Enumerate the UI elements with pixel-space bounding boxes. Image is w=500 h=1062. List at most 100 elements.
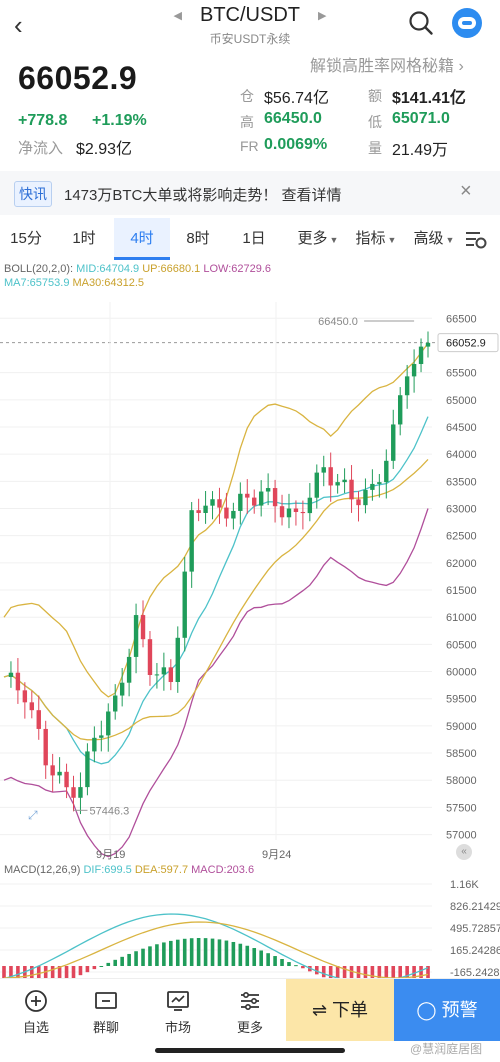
chat-icon [95, 992, 117, 1009]
macd-histogram-bar [321, 966, 326, 978]
candle-body [113, 695, 118, 712]
y-tick-label: 59000 [446, 721, 477, 733]
candle-body [265, 488, 271, 492]
tab-indicators[interactable]: 指标 ▼ [348, 218, 404, 260]
pair-title: BTC/USDT [200, 4, 300, 26]
assistant-bot-icon[interactable] [452, 8, 482, 38]
y-tick-label: 60000 [446, 667, 477, 679]
prev-pair-icon[interactable]: ◀ [173, 10, 182, 23]
tab-15m[interactable]: 15分 [10, 230, 42, 247]
candle-body [85, 751, 90, 788]
macd-histogram-bar [217, 939, 222, 966]
close-icon[interactable]: × [460, 180, 472, 202]
candle-body [106, 711, 111, 736]
tab-more[interactable]: 更多 ▼ [290, 218, 346, 260]
candle-body [391, 424, 396, 461]
y-tick-label: 66500 [446, 313, 477, 325]
place-order-button[interactable]: ⇌ 下单 [286, 979, 394, 1041]
candle-body [15, 672, 21, 691]
y-tick-label: 62500 [446, 531, 477, 543]
macd-histogram-bar [162, 942, 166, 966]
nav-chat[interactable]: 群聊 [76, 989, 136, 1036]
next-pair-icon[interactable]: ▶ [318, 10, 327, 23]
qty-value: 21.49万 [392, 142, 449, 159]
candle-body [293, 508, 299, 512]
macd-tick-label: 826.21429 [450, 901, 500, 913]
grid-promo-link[interactable]: 解锁高胜率网格秘籍 › [310, 58, 464, 75]
y-tick-label: 64000 [446, 449, 477, 461]
ma30-legend: MA30:64312.5 [72, 277, 145, 289]
qty-label: 量 [368, 140, 382, 156]
boll-up: UP:66680.1 [142, 263, 201, 275]
tab-advanced[interactable]: 高级 ▼ [406, 218, 462, 260]
nav-chat-label: 群聊 [92, 1020, 119, 1035]
macd-dif-line [3, 913, 429, 978]
candle-body [418, 346, 424, 365]
macd-tick-label: 165.24286 [450, 945, 500, 957]
macd-histogram-bar [64, 966, 69, 978]
tab-advanced-label: 高级 [413, 230, 444, 247]
pair-selector[interactable]: ◀ BTC/USDT ▶ [0, 4, 500, 27]
boll-low: LOW:62729.6 [203, 263, 272, 275]
macd-histogram-bar [238, 943, 243, 966]
candlestick-chart[interactable]: 66500 66052.9 65500 65000 64500 64000 63500 630… [0, 292, 500, 866]
news-tag: 快讯 [14, 181, 52, 207]
boll-legend: BOLL(20,2,0): MID:64704.9 UP:66680.1 LOW… [4, 262, 271, 290]
candle-body [231, 510, 236, 519]
tab-1h[interactable]: 1时 [72, 230, 96, 247]
inflow-label: 净流入 [18, 140, 64, 157]
contract-subtitle: 币安USDT永续 [209, 32, 291, 46]
vol-label: 额 [368, 88, 382, 104]
macd-histogram-bar [266, 953, 270, 966]
oi-value: $56.74亿 [264, 90, 329, 107]
y-tick-label: 59500 [446, 694, 477, 706]
nav-market[interactable]: 市场 [148, 989, 208, 1036]
boll-name: BOLL(20,2,0): [4, 263, 74, 275]
candle-body [92, 737, 97, 752]
high-marker-label: 66450.0 [318, 316, 358, 328]
nav-watchlist-label: 自选 [22, 1020, 49, 1035]
ma7-legend: MA7:65753.9 [4, 277, 70, 289]
low-value: 65071.0 [392, 110, 450, 127]
y-tick-label: 66052.9 [446, 338, 486, 350]
candle-body [370, 483, 375, 490]
macd-histogram-bar [78, 966, 83, 976]
collapse-left-icon[interactable]: « [456, 844, 472, 860]
macd-histogram-bar [113, 959, 118, 966]
candle-body [363, 489, 368, 506]
chart-settings-icon[interactable] [464, 228, 488, 250]
macd-histogram-bar [141, 948, 145, 966]
y-tick-label: 60500 [446, 639, 477, 651]
add-circle-icon [25, 990, 47, 1012]
tab-4h[interactable]: 4时 [114, 218, 170, 260]
nav-more-label: 更多 [236, 1020, 263, 1035]
tab-indicators-label: 指标 [355, 230, 386, 247]
market-icon [167, 991, 189, 1011]
chevron-down-icon: ▼ [329, 235, 339, 245]
macd-tick-label: 1.16K [450, 879, 479, 891]
macd-histogram-bar [391, 966, 396, 978]
nav-watchlist[interactable]: 自选 [6, 989, 66, 1036]
candle-body [245, 493, 250, 498]
vol-value: $141.41亿 [392, 90, 466, 107]
x-tick-label: 9月24 [262, 849, 292, 861]
nav-more[interactable]: 更多 [220, 989, 280, 1036]
boll-lower-line [3, 508, 429, 858]
news-banner[interactable]: 快讯 1473万BTC大单或将影响走势！ 查看详情 × [0, 171, 500, 215]
tab-8h[interactable]: 8时 [186, 230, 210, 247]
macd-legend: MACD(12,26,9) DIF:699.5 DEA:597.7 MACD:2… [4, 864, 254, 876]
fr-label[interactable]: FR [240, 138, 259, 154]
candle-body [300, 511, 306, 514]
macd-histogram-bar [398, 966, 402, 978]
search-icon[interactable] [408, 10, 434, 36]
tab-1d[interactable]: 1日 [242, 230, 266, 247]
candle-body [307, 497, 313, 514]
macd-histogram-bar [50, 966, 55, 978]
expand-icon[interactable]: ⤢ [28, 808, 38, 822]
news-text[interactable]: 1473万BTC大单或将影响走势！ 查看详情 [64, 187, 342, 204]
y-tick-label: 58000 [446, 775, 477, 787]
candle-body [99, 735, 104, 738]
price-alert-button[interactable]: ◯ 预警 [394, 979, 500, 1041]
back-button[interactable]: ‹ [14, 10, 23, 40]
candle-body [43, 728, 48, 766]
